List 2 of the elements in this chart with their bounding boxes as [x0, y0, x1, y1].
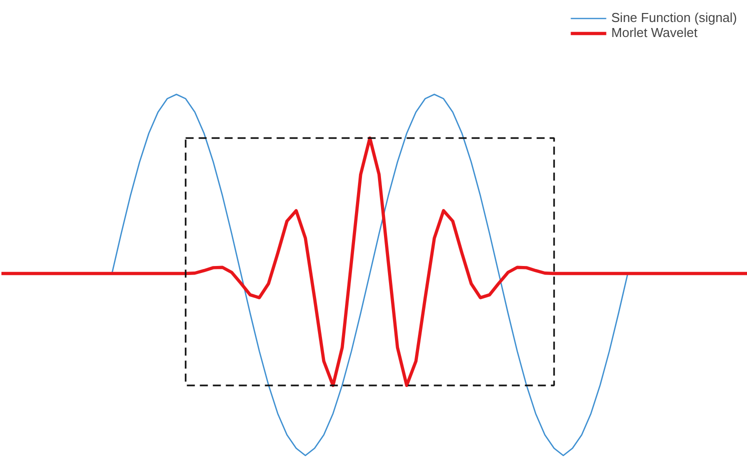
- legend-label: Sine Function (signal): [611, 10, 737, 25]
- legend-label: Morlet Wavelet: [611, 25, 698, 40]
